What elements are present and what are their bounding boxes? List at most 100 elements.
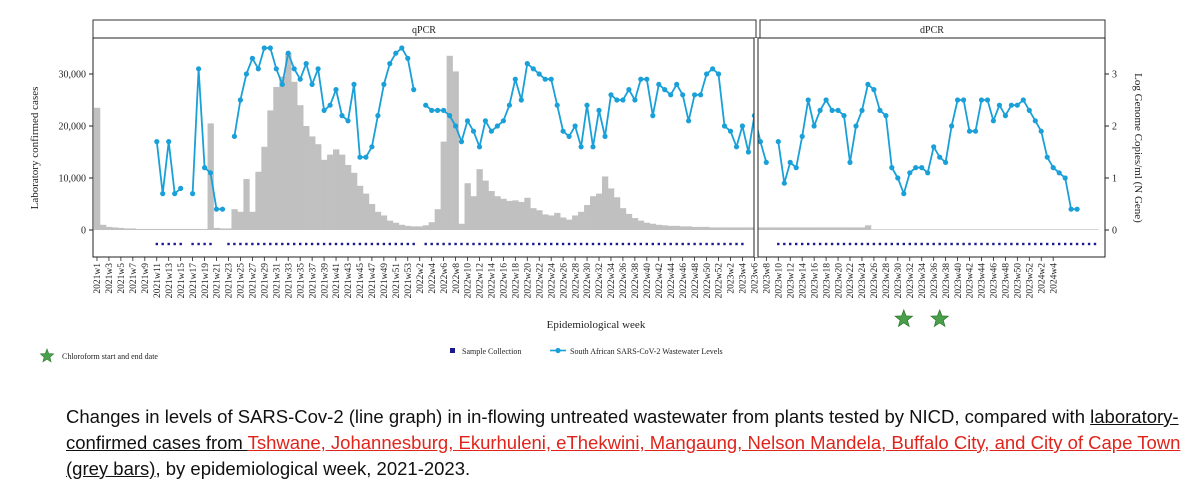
wastewater-point: [303, 61, 309, 67]
case-bar: [769, 227, 776, 230]
wastewater-point: [656, 81, 662, 87]
sample-collection-marker: [675, 242, 678, 246]
case-bar: [321, 159, 328, 230]
wastewater-point: [315, 66, 321, 72]
case-bar: [601, 176, 609, 230]
x-tick-label: 2022w38: [631, 263, 641, 299]
x-tick-label: 2023w22: [846, 263, 856, 299]
figure-caption: Changes in levels of SARS-Cov-2 (line gr…: [66, 404, 1186, 482]
wastewater-point: [357, 154, 363, 160]
case-bar: [482, 180, 489, 230]
case-bar: [757, 227, 764, 230]
sample-collection-marker: [986, 242, 989, 246]
sample-collection-marker: [430, 242, 433, 246]
sample-collection-marker: [233, 242, 236, 246]
sample-collection-marker: [890, 242, 893, 246]
wastewater-point: [877, 107, 883, 113]
wastewater-point: [363, 154, 369, 160]
sample-collection-marker: [167, 242, 170, 246]
case-bar: [147, 228, 155, 230]
wastewater-point: [1038, 128, 1044, 134]
case-bar: [817, 227, 824, 230]
sample-collection-marker: [687, 242, 690, 246]
sample-collection-marker: [962, 242, 965, 246]
case-bar: [333, 149, 340, 230]
case-bar: [291, 81, 298, 230]
case-bar: [494, 196, 501, 230]
x-tick-label: 2023w26: [870, 263, 880, 299]
x-tick-label: 2023w16: [810, 263, 820, 299]
x-tick-label: 2022w20: [524, 263, 534, 299]
case-bar: [924, 229, 931, 230]
wastewater-point: [775, 139, 781, 145]
x-tick-label: 2023w14: [798, 263, 808, 299]
wastewater-point: [1032, 118, 1038, 124]
sample-collection-marker: [287, 242, 290, 246]
wastewater-point: [949, 123, 955, 129]
x-tick-label: 2023w6: [751, 263, 761, 294]
x-tick-label: 2022w18: [512, 263, 522, 299]
wastewater-point: [733, 144, 740, 150]
wastewater-point: [243, 71, 249, 77]
sample-collection-marker: [227, 242, 230, 246]
wastewater-point: [835, 107, 841, 113]
wastewater-point: [1068, 206, 1074, 212]
wastewater-point: [889, 165, 895, 171]
sample-collection-marker: [914, 242, 917, 246]
case-bar: [219, 228, 226, 230]
case-bar: [1080, 229, 1087, 230]
sample-collection-marker: [669, 242, 672, 246]
wastewater-point: [339, 113, 345, 119]
case-bar: [386, 220, 394, 230]
case-bar: [141, 228, 149, 230]
sample-collection-marker: [639, 242, 642, 246]
case-bar: [572, 215, 579, 230]
sample-collection-marker: [938, 242, 941, 246]
sample-collection-marker: [878, 242, 882, 246]
wastewater-point: [273, 66, 279, 72]
y-left-tick-label: 10,000: [59, 174, 87, 185]
wastewater-point: [411, 87, 417, 93]
case-bar: [506, 200, 513, 230]
case-bar: [739, 227, 746, 230]
sample-collection-marker: [932, 242, 935, 246]
x-tick-label: 2021w9: [141, 263, 151, 294]
caption-part-5: , by epidemiological week, 2021-2023.: [155, 458, 471, 479]
x-tick-label: 2022w28: [571, 263, 581, 299]
case-bar: [930, 229, 937, 230]
sample-collection-marker: [412, 242, 415, 246]
case-bar: [900, 229, 908, 230]
wastewater-point: [799, 133, 805, 139]
case-bar: [267, 110, 274, 230]
sample-collection-marker: [173, 242, 176, 246]
x-tick-label: 2023w38: [942, 263, 952, 299]
sample-collection-marker: [783, 242, 786, 246]
wastewater-point: [345, 118, 351, 124]
x-tick-label: 2021w37: [308, 263, 318, 299]
wastewater-point: [494, 123, 500, 129]
sample-collection-marker: [717, 242, 720, 246]
case-bar: [566, 219, 573, 230]
sample-collection-marker: [908, 242, 911, 246]
wastewater-point: [423, 102, 429, 108]
y-left-tick-label: 20,000: [59, 122, 87, 133]
y-right-tick-label: 2: [1112, 122, 1117, 133]
case-bar: [195, 228, 202, 230]
case-bar: [500, 198, 507, 230]
y-axis-right-label: Log Genome Copies/ml (N Gene): [1132, 73, 1144, 223]
case-bar: [829, 227, 836, 230]
wastewater-point: [375, 113, 381, 119]
case-bar: [661, 225, 669, 230]
wastewater-point: [476, 144, 483, 150]
case-bar: [279, 76, 286, 230]
wastewater-point: [172, 191, 178, 197]
sample-collection-marker: [1058, 242, 1061, 246]
wastewater-point: [1020, 97, 1026, 103]
x-tick-label: 2022w52: [715, 263, 725, 299]
case-bar: [847, 227, 854, 230]
sample-collection-marker: [424, 242, 427, 246]
x-tick-label: 2021w5: [117, 263, 127, 294]
wastewater-point: [393, 50, 399, 56]
case-bar: [339, 154, 346, 230]
sample-collection-marker: [370, 242, 374, 246]
